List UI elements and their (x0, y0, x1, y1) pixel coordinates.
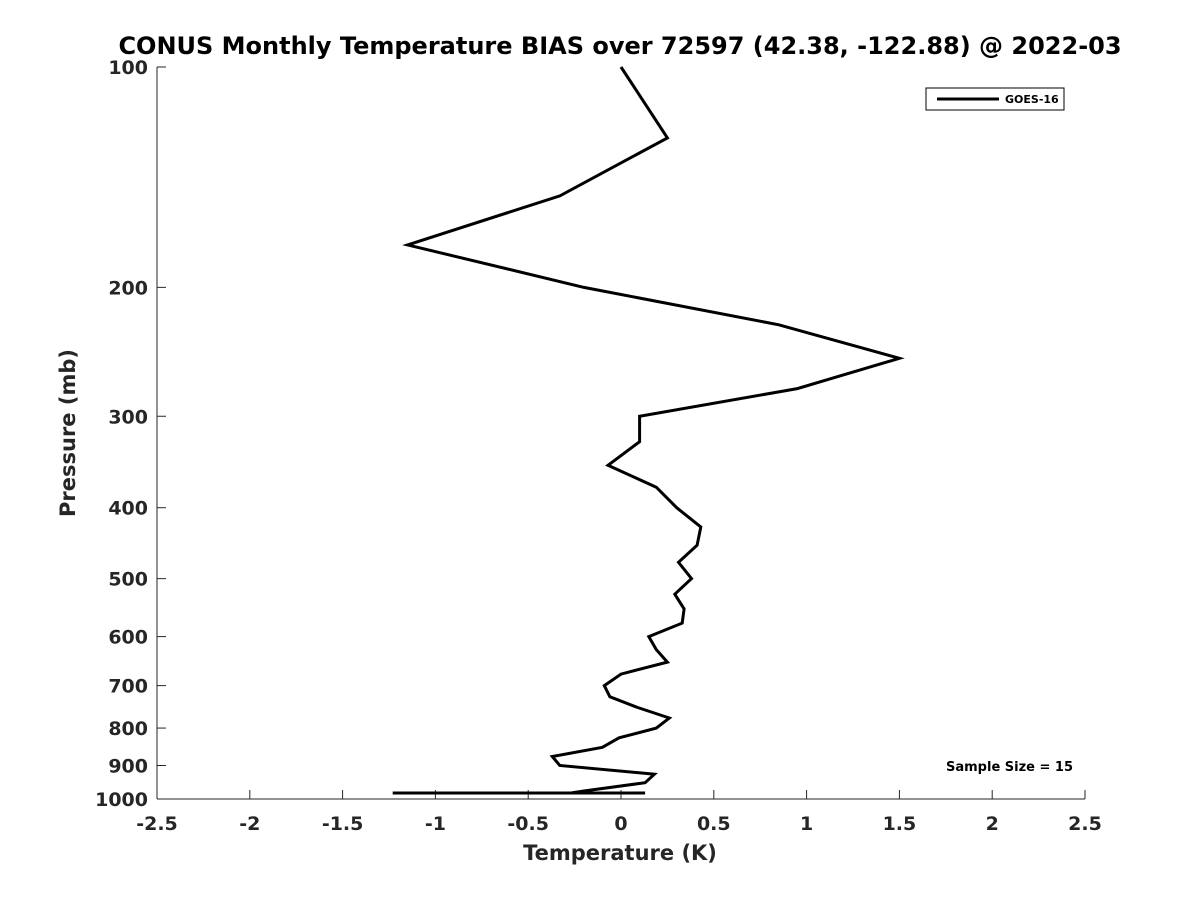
legend-label-goes16: GOES-16 (1005, 93, 1059, 106)
x-tick-label: 1.5 (883, 813, 917, 835)
y-axis-label: Pressure (mb) (56, 349, 80, 517)
legend: GOES-16 (925, 87, 1065, 111)
x-tick-label: 2.5 (1068, 813, 1102, 835)
x-tick-label: -1 (425, 813, 446, 835)
x-tick-label: -2 (239, 813, 260, 835)
chart-title: CONUS Monthly Temperature BIAS over 7259… (118, 32, 1121, 60)
y-tick-label: 100 (108, 57, 148, 79)
series-line-goes16 (392, 66, 905, 795)
y-ticks-group: 100 200 300 400 500 600 700 800 900 1000 (95, 57, 166, 811)
x-tick-label: -2.5 (136, 813, 178, 835)
y-tick-label: 1000 (95, 789, 148, 811)
sample-size-annotation: Sample Size = 15 (946, 760, 1073, 775)
y-tick-label: 500 (108, 569, 148, 591)
y-tick-label: 600 (108, 627, 148, 649)
x-axis-label: Temperature (K) (523, 841, 717, 865)
y-tick-label: 300 (108, 406, 148, 428)
series-group (392, 66, 905, 795)
y-tick-label: 400 (108, 498, 148, 520)
x-tick-label: -0.5 (507, 813, 549, 835)
y-tick-label: 800 (108, 718, 148, 740)
plot-area (157, 67, 1085, 799)
x-tick-label: 0 (614, 813, 627, 835)
y-tick-label: 700 (108, 676, 148, 698)
x-tick-label: 0.5 (697, 813, 731, 835)
x-tick-label: 1 (800, 813, 813, 835)
y-tick-label: 900 (108, 756, 148, 778)
y-tick-label: 200 (108, 277, 148, 299)
x-tick-label: 2 (986, 813, 999, 835)
x-tick-label: -1.5 (322, 813, 364, 835)
x-ticks-group: -2.5 -2 -1.5 -1 -0.5 0 0.5 1 1.5 2 2.5 (136, 790, 1102, 835)
